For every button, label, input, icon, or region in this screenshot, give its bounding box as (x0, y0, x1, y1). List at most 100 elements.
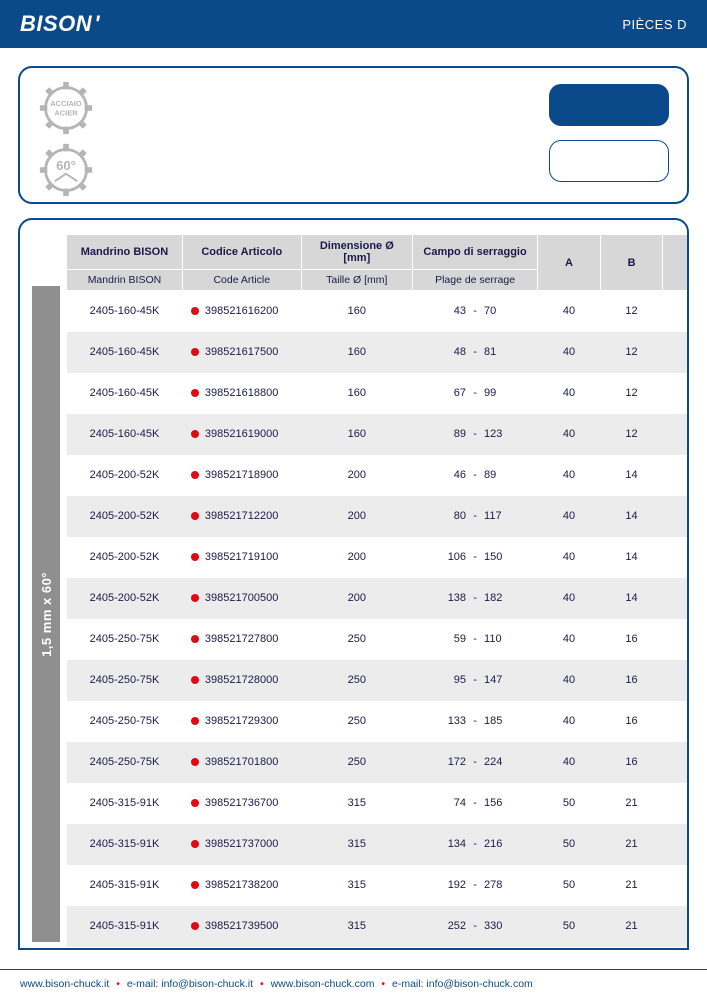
cell-a: 40 (538, 701, 601, 742)
cell-dimension: 160 (301, 332, 412, 373)
cell-c: 49 (663, 455, 687, 496)
cell-c: 49 (663, 783, 687, 824)
cell-b: 14 (600, 455, 663, 496)
cell-b: 14 (600, 578, 663, 619)
cell-codice: 398521701800 (182, 742, 301, 783)
cell-c: 49 (663, 414, 687, 455)
cell-range: 48-81 (412, 332, 537, 373)
stock-dot-icon (191, 471, 199, 479)
cell-mandrino: 2405-200-52K (67, 537, 183, 578)
table-row: 2405-200-52K39852171890020046-89401449 (67, 455, 688, 496)
cell-c: 49 (663, 865, 687, 906)
cell-mandrino: 2405-315-91K (67, 824, 183, 865)
cell-b: 12 (600, 291, 663, 332)
cell-range: 138-182 (412, 578, 537, 619)
cell-a: 40 (538, 578, 601, 619)
cell-a: 40 (538, 742, 601, 783)
cell-range: 80-117 (412, 496, 537, 537)
cell-c: 59 (663, 742, 687, 783)
cell-mandrino: 2405-200-52K (67, 578, 183, 619)
cell-mandrino: 2405-250-75K (67, 701, 183, 742)
cell-b: 21 (600, 906, 663, 947)
cell-dimension: 200 (301, 455, 412, 496)
header-pill-column (549, 80, 669, 182)
cell-c: 49 (663, 332, 687, 373)
table-row: 2405-315-91K398521739500315252-330502149 (67, 906, 688, 947)
cell-codice: 398521737000 (182, 824, 301, 865)
cell-mandrino: 2405-315-91K (67, 783, 183, 824)
cell-mandrino: 2405-160-45K (67, 373, 183, 414)
cell-a: 40 (538, 414, 601, 455)
cell-range: 67-99 (412, 373, 537, 414)
cell-codice: 398521700500 (182, 578, 301, 619)
stock-dot-icon (191, 676, 199, 684)
cell-c: 59 (663, 619, 687, 660)
cell-mandrino: 2405-160-45K (67, 291, 183, 332)
cell-b: 21 (600, 783, 663, 824)
spec-side-label: 1,5 mm x 60° (32, 286, 60, 942)
header-panel: ACCIAIO ACIER 60° (18, 66, 689, 204)
brand-logo: BISON' (20, 11, 100, 37)
header-pill-primary (549, 84, 669, 126)
cell-range: 134-216 (412, 824, 537, 865)
cell-mandrino: 2405-250-75K (67, 619, 183, 660)
cell-range: 192-278 (412, 865, 537, 906)
stock-dot-icon (191, 922, 199, 930)
col-b: B (600, 235, 663, 291)
stock-dot-icon (191, 430, 199, 438)
cell-codice: 398521736700 (182, 783, 301, 824)
cell-b: 14 (600, 496, 663, 537)
cell-b: 14 (600, 537, 663, 578)
cell-b: 21 (600, 865, 663, 906)
footer-mail2[interactable]: info@bison-chuck.com (426, 978, 532, 990)
cell-b: 12 (600, 373, 663, 414)
svg-text:ACIER: ACIER (54, 108, 78, 117)
stock-dot-icon (191, 635, 199, 643)
cell-dimension: 315 (301, 865, 412, 906)
cell-a: 40 (538, 496, 601, 537)
col-a: A (538, 235, 601, 291)
footer: www.bison-chuck.it • e-mail: info@bison-… (0, 969, 707, 1000)
cell-codice: 398521738200 (182, 865, 301, 906)
footer-mail1[interactable]: info@bison-chuck.it (161, 978, 253, 990)
cell-dimension: 315 (301, 783, 412, 824)
footer-site2[interactable]: www.bison-chuck.com (271, 978, 375, 990)
cell-dimension: 200 (301, 578, 412, 619)
cell-mandrino: 2405-160-45K (67, 332, 183, 373)
cell-a: 40 (538, 332, 601, 373)
cell-a: 40 (538, 455, 601, 496)
cell-range: 133-185 (412, 701, 537, 742)
cell-b: 21 (600, 824, 663, 865)
page-section-label: PIÈCES D (622, 17, 687, 32)
cell-c: 59 (663, 701, 687, 742)
cell-codice: 398521739500 (182, 906, 301, 947)
cell-dimension: 160 (301, 373, 412, 414)
cell-c: 49 (663, 824, 687, 865)
cell-mandrino: 2405-160-45K (67, 414, 183, 455)
cell-dimension: 250 (301, 660, 412, 701)
footer-site1[interactable]: www.bison-chuck.it (20, 978, 109, 990)
stock-dot-icon (191, 594, 199, 602)
cell-range: 172-224 (412, 742, 537, 783)
top-bar: BISON' PIÈCES D (0, 0, 707, 48)
cell-a: 40 (538, 291, 601, 332)
cell-range: 46-89 (412, 455, 537, 496)
col-codice-it: Codice Articolo (182, 235, 301, 270)
cell-mandrino: 2405-250-75K (67, 742, 183, 783)
cell-range: 59-110 (412, 619, 537, 660)
table-row: 2405-160-45K39852161880016067-99401249 (67, 373, 688, 414)
cell-mandrino: 2405-315-91K (67, 865, 183, 906)
cell-dimension: 160 (301, 414, 412, 455)
cell-a: 50 (538, 906, 601, 947)
cell-codice: 398521728000 (182, 660, 301, 701)
cell-dimension: 250 (301, 742, 412, 783)
stock-dot-icon (191, 717, 199, 725)
table-row: 2405-315-91K39852173670031574-156502149 (67, 783, 688, 824)
stock-dot-icon (191, 348, 199, 356)
cell-codice: 398521616200 (182, 291, 301, 332)
stock-dot-icon (191, 758, 199, 766)
cell-c: 49 (663, 578, 687, 619)
cell-dimension: 160 (301, 291, 412, 332)
cell-c: 49 (663, 291, 687, 332)
stock-dot-icon (191, 881, 199, 889)
